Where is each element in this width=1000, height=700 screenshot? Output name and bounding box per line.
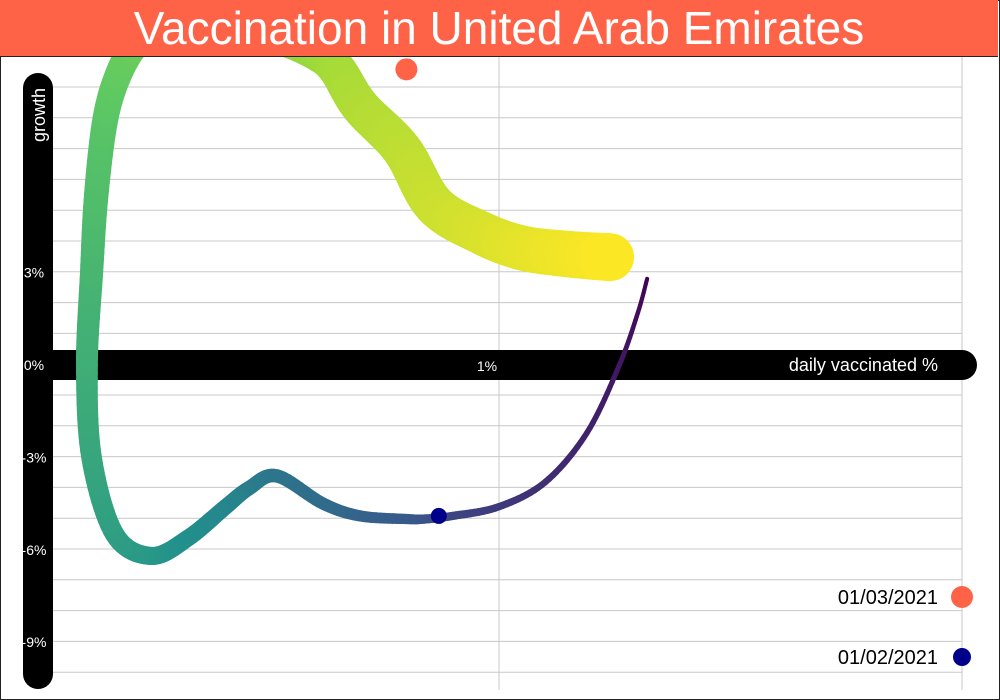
x-axis-label: daily vaccinated % [789,355,938,375]
start-marker [430,507,447,524]
y-tick-label: -9% [22,634,47,650]
legend-marker [953,648,971,666]
legend-label: 01/03/2021 [838,587,938,609]
y-axis-label: growth [29,88,49,142]
trajectory [75,9,650,566]
end-marker [395,58,418,81]
y-tick-label: 0% [24,357,44,373]
legend-marker [951,586,973,608]
x-tick-label: 1% [477,358,497,374]
legend: 01/03/2021 01/02/2021 [838,586,973,669]
y-tick-label: -6% [22,542,47,558]
chart-title: Vaccination in United Arab Emirates [133,2,865,54]
title-bar: Vaccination in United Arab Emirates [0,0,998,57]
legend-label: 01/02/2021 [838,647,938,669]
markers [395,58,447,524]
axes: 3% 0% -3% -6% -9% 1% daily vaccinated % growth [22,73,977,689]
y-tick-label: 3% [24,265,44,281]
y-tick-label: -3% [22,449,47,465]
